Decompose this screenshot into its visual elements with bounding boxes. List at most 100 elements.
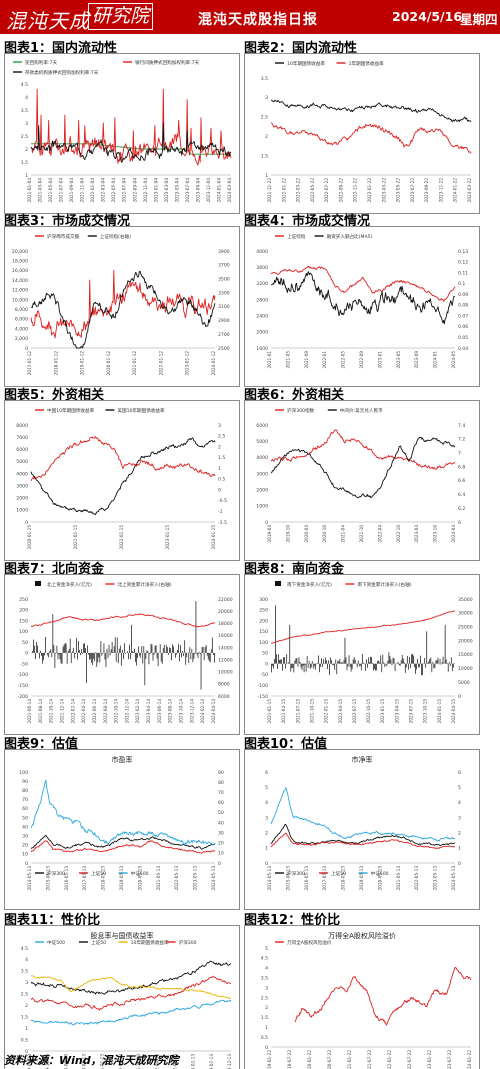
y-tick-label-right: 4 bbox=[458, 800, 461, 806]
x-tick-label: 2017-05-13 bbox=[82, 866, 87, 891]
series-2 bbox=[270, 832, 456, 850]
x-tick-label: 2023-07-15 bbox=[409, 699, 414, 724]
bar bbox=[170, 648, 171, 653]
bar bbox=[434, 663, 436, 668]
bar bbox=[397, 661, 399, 664]
bar bbox=[94, 652, 96, 661]
y-tick-label: 0 bbox=[25, 346, 28, 352]
x-tick-label: 2016-05-13 bbox=[304, 866, 309, 891]
bar bbox=[101, 652, 103, 656]
bar bbox=[421, 663, 422, 676]
bar bbox=[93, 652, 95, 659]
y-axis-left: 5 4.5 4 3.5 3 2.5 2 1.5 1 0.5 0 bbox=[261, 946, 268, 1051]
series-1 bbox=[294, 966, 472, 1026]
bar bbox=[47, 652, 49, 656]
bar bbox=[391, 663, 393, 666]
bar bbox=[374, 663, 375, 670]
bar bbox=[331, 660, 333, 664]
bar bbox=[104, 652, 106, 660]
bar bbox=[92, 652, 94, 665]
chart-title: 市净率 bbox=[352, 755, 373, 764]
bar bbox=[79, 650, 80, 653]
bar bbox=[179, 652, 180, 662]
x-tick-label: 2019-10-13 bbox=[45, 1054, 50, 1069]
svg-text:10年期国债收益率: 10年期国债收益率 bbox=[131, 939, 169, 946]
chart-legend: 上证综指 融资买入额占比(MA5) bbox=[275, 233, 373, 240]
bar bbox=[41, 652, 42, 656]
y-axis-left: 6000 5000 4000 3000 2000 1000 0 bbox=[256, 423, 268, 526]
y-tick-label: 4 bbox=[265, 966, 268, 972]
bar bbox=[386, 663, 388, 667]
bar bbox=[398, 663, 400, 666]
x-tick-label: 2022-04-14 bbox=[81, 699, 86, 724]
x-tick-label: 2022-10 bbox=[396, 525, 401, 543]
bar bbox=[109, 652, 111, 656]
bar bbox=[194, 652, 196, 654]
legend-item: 10年期国债收益率 bbox=[118, 939, 169, 946]
legend-item: 中证500 bbox=[118, 870, 149, 877]
bar bbox=[336, 663, 338, 675]
bar bbox=[114, 637, 116, 653]
chart-panel-2: 10年期国债收益率 1年期国债收益率 3.5 3 2.5 2 1.5 1 2021-11-22 2… bbox=[244, 53, 480, 214]
svg-text:北上资金净买入(亿元): 北上资金净买入(亿元) bbox=[47, 581, 92, 588]
y-axis-left: 4.5 4 3.5 3 2.5 2 1.5 1 bbox=[21, 82, 28, 179]
y-tick-label-right: 0.12 bbox=[458, 260, 468, 266]
svg-text:美国10年期国债收益率: 美国10年期国债收益率 bbox=[117, 407, 165, 414]
y-axis-left: 6 5 4 3 2 1 0 bbox=[265, 770, 268, 867]
x-tick-label: 2023-08-14 bbox=[168, 699, 173, 724]
series-line bbox=[30, 88, 232, 166]
x-tick-label: 2023-07-22 bbox=[447, 1050, 452, 1069]
bar bbox=[202, 646, 204, 653]
x-tick-label: 2023-10-14 bbox=[179, 699, 184, 724]
y-tick-label: 7000 bbox=[16, 435, 28, 441]
x-tick-label: 2017-01-12 bbox=[27, 351, 32, 376]
chart-svg-4: 上证综指 融资买入额占比(MA5) 4000 3600 3200 2800 2400 2000… bbox=[256, 233, 468, 369]
bar bbox=[281, 659, 282, 664]
y-tick-label-right: 20000 bbox=[218, 609, 233, 615]
bar bbox=[160, 652, 162, 662]
x-tick-label: 2024-04-15 bbox=[451, 699, 456, 724]
x-tick-label: 2023-01 bbox=[377, 351, 382, 369]
panel-title-5: 图表5：外资相关 bbox=[4, 388, 105, 403]
x-tick-label: 2021-10-15 bbox=[309, 699, 314, 724]
bar bbox=[338, 661, 340, 664]
chart-panel-7: 北上资金净买入(亿元) 北上资金累计净买入(右轴) 250 200 150 100 50 0 -… bbox=[4, 574, 240, 735]
bar bbox=[353, 657, 355, 664]
bar bbox=[110, 649, 112, 653]
bar bbox=[308, 661, 310, 664]
bar bbox=[48, 652, 50, 658]
report-date: 2024/5/16 bbox=[392, 9, 463, 24]
chart-legend: 沪深300 上证50 中证500 bbox=[35, 870, 149, 877]
legend-item: 中证500 bbox=[358, 870, 389, 877]
x-tick-label: 2021-11-22 bbox=[267, 178, 272, 203]
bar bbox=[388, 652, 390, 664]
bar bbox=[196, 652, 198, 655]
legend-item: 南下资金累计净买入(右轴) bbox=[345, 581, 412, 588]
svg-text:10年期国债收益率: 10年期国债收益率 bbox=[287, 60, 325, 67]
y-tick-label: 4.5 bbox=[21, 82, 28, 88]
bar bbox=[312, 663, 314, 669]
y-tick-label: 150 bbox=[19, 618, 28, 624]
bar bbox=[432, 661, 434, 664]
bar bbox=[82, 652, 83, 654]
x-tick-label: 2022-07-04 bbox=[122, 178, 127, 203]
bar bbox=[50, 649, 52, 653]
y-tick-label: 2.5 bbox=[21, 134, 28, 140]
bar bbox=[383, 662, 385, 664]
svg-text:中证500: 中证500 bbox=[47, 939, 65, 946]
bar bbox=[133, 652, 134, 653]
y-tick-label-right: 0.07 bbox=[458, 313, 468, 319]
bar bbox=[159, 644, 161, 653]
chart-legend: 中国10年期国债收益率 美国10年期国债收益率 bbox=[35, 407, 165, 414]
chart-title: 市盈率 bbox=[112, 755, 133, 764]
y-tick-label-right: -0.5 bbox=[218, 498, 227, 504]
bar bbox=[358, 663, 360, 667]
y-tick-label: 80 bbox=[22, 788, 28, 794]
bar bbox=[40, 650, 41, 653]
series-line bbox=[294, 966, 472, 1026]
y-tick-label: 6,000 bbox=[15, 317, 28, 323]
x-tick-label: 2022-01-15 bbox=[324, 699, 329, 724]
y-tick-label: 1000 bbox=[256, 504, 268, 510]
y-tick-label: 2000 bbox=[256, 330, 268, 336]
